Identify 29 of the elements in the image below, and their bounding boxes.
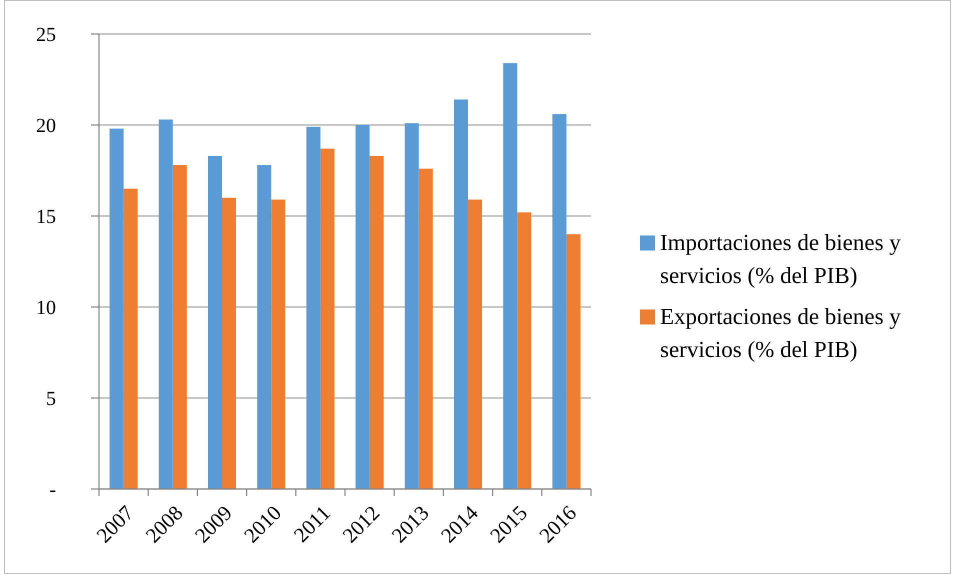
x-tick-label: 2011 <box>289 500 336 547</box>
bar <box>158 120 173 489</box>
bar <box>257 165 272 489</box>
y-tick-label: 10 <box>36 297 56 319</box>
y-tick-label: - <box>49 479 56 501</box>
bar <box>356 125 370 489</box>
bar <box>208 156 222 489</box>
bar <box>110 128 124 489</box>
y-tick-label: 20 <box>36 115 56 137</box>
bar <box>566 234 580 489</box>
bar <box>124 188 138 489</box>
y-tick-label: 15 <box>36 206 56 228</box>
bar <box>172 165 187 489</box>
bar <box>222 198 236 489</box>
bar <box>370 156 384 489</box>
bar <box>503 63 518 489</box>
y-tick-label: 5 <box>46 388 56 410</box>
bar <box>468 200 482 489</box>
bar <box>404 123 419 489</box>
bar <box>454 100 468 489</box>
bar <box>320 148 334 489</box>
bar <box>418 168 433 489</box>
bar <box>271 200 286 489</box>
y-tick-label: 25 <box>36 24 56 46</box>
legend-label: Importaciones de bienes y servicios (% del PIB) <box>660 230 902 288</box>
legend-label: Exportaciones de bienes y servicios (% del PIB) <box>660 304 902 362</box>
bar <box>552 114 566 489</box>
bar <box>306 126 320 489</box>
bar <box>517 212 532 489</box>
